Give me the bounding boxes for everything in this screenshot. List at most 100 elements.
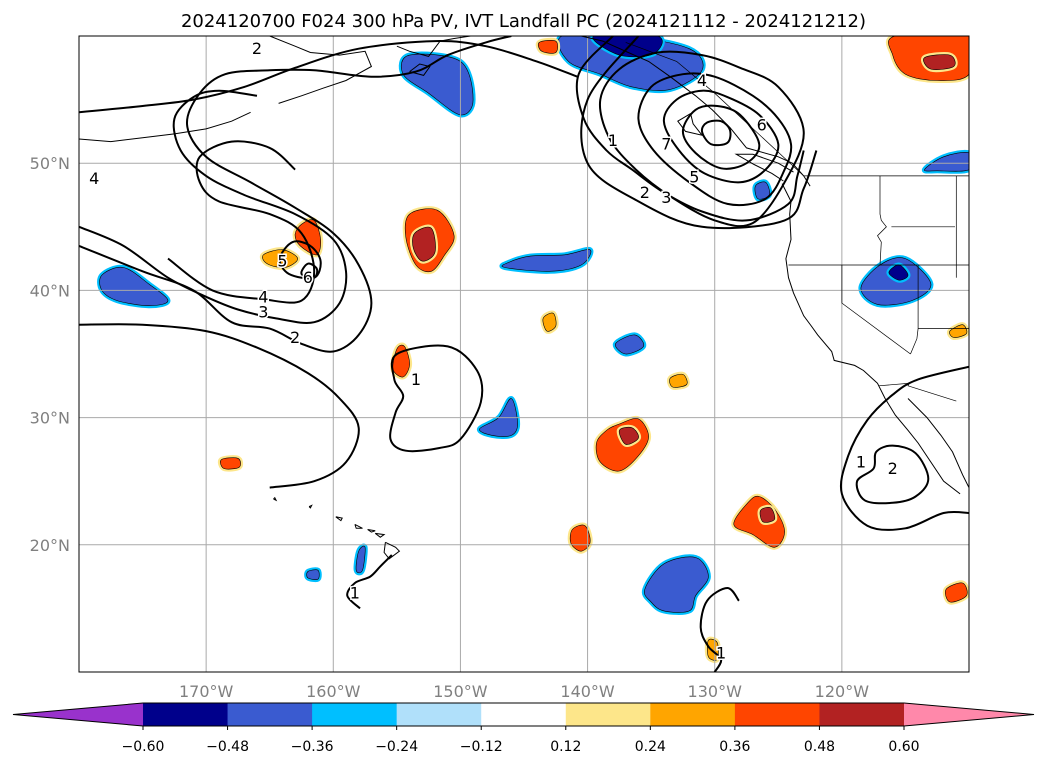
lat-tick-label: 30°N [30, 409, 70, 428]
lon-tick-label: 140°W [560, 682, 615, 701]
contour-label: 1 [608, 131, 618, 150]
pv-contour-1 [839, 365, 969, 531]
ivt-region [669, 373, 688, 388]
lat-tick-label: 50°N [30, 154, 70, 173]
contour-label: 2 [252, 39, 262, 58]
contour-label: 2 [888, 459, 898, 478]
colorbar-segment [143, 703, 229, 726]
ivt-region [949, 324, 968, 338]
contour-label: 7 [661, 135, 671, 154]
colorbar-tick-labels: −0.60 −0.48 −0.36 −0.24 −0.12 0.12 0.24 0.36 0.4… [122, 726, 920, 755]
border-line [841, 265, 911, 355]
coastline [354, 523, 363, 529]
coastline [677, 113, 704, 137]
map-background [79, 36, 969, 672]
pv-contour-7 [700, 119, 732, 147]
lon-tick-label: 150°W [433, 682, 488, 701]
colorbar-segment [481, 703, 567, 726]
pv-contour-1 [79, 40, 578, 114]
colorbar-tick-label: 0.24 [635, 739, 666, 755]
contour-label: 1 [411, 370, 421, 389]
coastline [273, 496, 278, 502]
pv-contour-5 [278, 240, 322, 280]
contour-label: 1 [856, 453, 866, 472]
ivt-region [220, 457, 241, 470]
colorbar-tick-label: −0.12 [460, 739, 503, 755]
ivt-region [306, 569, 320, 580]
lon-tick-label: 160°W [306, 682, 361, 701]
map-gridlines [79, 36, 969, 672]
ivt-region [537, 40, 558, 54]
coastline [335, 516, 343, 522]
political-borders [625, 42, 969, 402]
ivt-region [542, 312, 557, 332]
ivt-region [355, 545, 366, 574]
lon-tick-label: 170°W [179, 682, 234, 701]
colorbar-segment [734, 703, 820, 726]
pv-contour-3 [79, 89, 348, 324]
pv-contour-2 [855, 444, 930, 505]
ivt-region [888, 264, 909, 281]
colorbar-tick-label: −0.36 [291, 739, 334, 755]
map-title: 2024120700 F024 300 hPa PV, IVT Landfall… [181, 11, 866, 32]
pv-contours [79, 36, 969, 672]
colorbar-segment [650, 703, 736, 726]
ivt-region [618, 426, 639, 445]
contour-label: 1 [716, 643, 726, 662]
ivt-region [615, 334, 645, 355]
ivt-region [644, 556, 709, 613]
contour-label: 2 [290, 328, 300, 347]
coastline [409, 63, 431, 76]
contour-label: 5 [277, 252, 287, 271]
coastline [581, 36, 811, 187]
pv-contour-2 [79, 36, 512, 353]
colorbar-tick-label: 0.36 [719, 739, 750, 755]
contour-label: 3 [258, 303, 268, 322]
colorbar-tick-label: −0.48 [206, 739, 249, 755]
pv-contour-1 [699, 586, 740, 672]
colorbar-extend-high [904, 703, 1034, 726]
ivt-region [501, 249, 592, 272]
coastline [734, 153, 794, 182]
lat-tick-label: 20°N [30, 536, 70, 555]
colorbar [12, 702, 1035, 727]
colorbar-extend-low [13, 703, 143, 726]
colorbar-segment [396, 703, 482, 726]
ivt-region [412, 226, 436, 262]
contour-label: 4 [697, 71, 707, 90]
contour-label: 1 [350, 584, 360, 603]
lon-tick-label: 120°W [815, 682, 870, 701]
coastline [383, 541, 401, 560]
colorbar-tick-label: 0.12 [550, 739, 581, 755]
colorbar-tick-label: −0.60 [122, 739, 165, 755]
coastline [396, 36, 471, 57]
pv-contour-5 [662, 89, 780, 184]
colorbar-segment [819, 703, 905, 726]
coastline [374, 532, 386, 538]
contour-label: 3 [661, 188, 671, 207]
contour-label: 6 [303, 268, 313, 287]
pv-contour-1 [346, 554, 393, 610]
coastline [308, 504, 313, 509]
border-line [625, 42, 804, 177]
map-frame [78, 35, 970, 673]
contour-label: 4 [89, 169, 99, 188]
border-line [910, 265, 919, 355]
longitude-tick-labels: 170°W 160°W 150°W 140°W 130°W 120°W [179, 682, 869, 701]
ivt-region [759, 507, 776, 523]
coastline [781, 183, 961, 495]
ivt-region [923, 54, 956, 70]
ivt-region [99, 266, 169, 307]
pv-contour-6 [681, 104, 761, 170]
pv-contour-1 [79, 323, 360, 489]
colorbar-segment [227, 703, 313, 726]
contour-label: 6 [757, 116, 767, 135]
colorbar-tick-label: 0.60 [888, 739, 919, 755]
lon-tick-label: 130°W [688, 682, 743, 701]
pv-contour-4 [637, 72, 793, 207]
coastline [367, 529, 376, 533]
